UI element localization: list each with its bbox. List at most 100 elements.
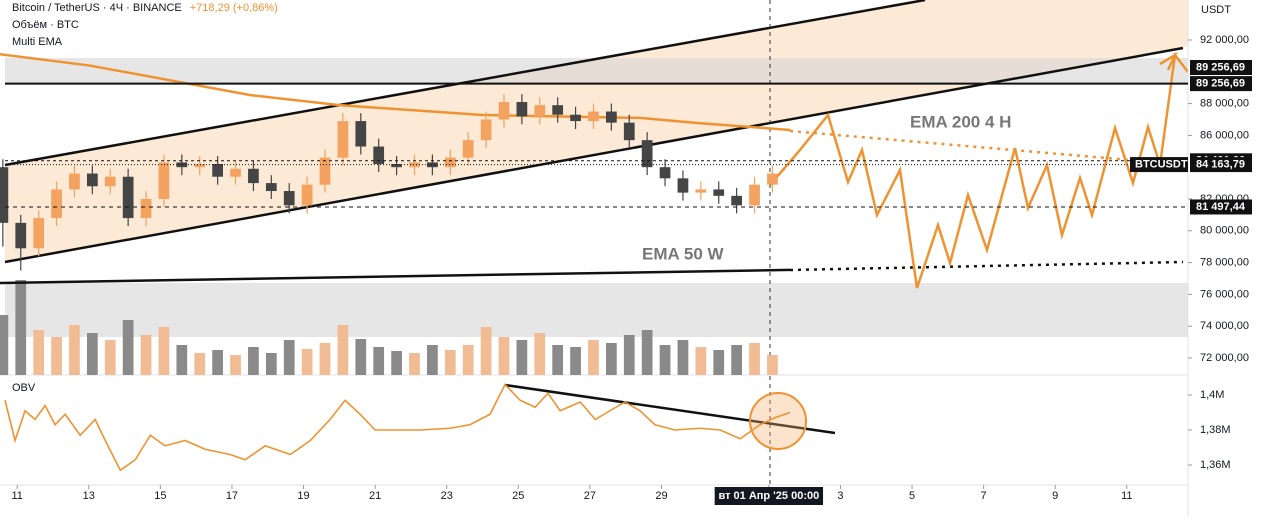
price-change: +718,29 (+0,86%) — [190, 2, 278, 14]
y-tick-label: 74 000,00 — [1200, 320, 1249, 332]
volume-bar — [391, 351, 402, 375]
candle-body — [230, 168, 241, 177]
x-tick-label: 3 — [837, 490, 843, 502]
resistance-zone — [5, 58, 1188, 84]
volume-bar — [534, 333, 546, 375]
volume-bar — [265, 353, 277, 375]
y-tick-label: 88 000,00 — [1200, 97, 1249, 109]
x-cursor-box — [714, 487, 824, 505]
volume-bar — [498, 337, 510, 375]
channel-upper — [4, 0, 926, 167]
x-tick-label: 19 — [297, 490, 309, 502]
ema-label: EMA 50 W — [642, 244, 725, 263]
obv-tick-label: 1,4M — [1200, 389, 1224, 401]
volume-bar — [194, 353, 206, 375]
y-tick-label: 78 000,00 — [1200, 256, 1249, 268]
price-label: 81 497,44 — [1196, 201, 1246, 213]
volume-bar — [337, 325, 349, 375]
volume-bar — [695, 347, 707, 375]
volume-bar — [86, 333, 98, 375]
volume-bar — [677, 340, 689, 375]
ema-line — [0, 53, 791, 132]
y-unit: USDT — [1201, 4, 1231, 16]
volume-bar — [623, 335, 635, 375]
candle-body — [248, 168, 259, 184]
volume-bar — [69, 325, 80, 375]
volume-bar — [122, 320, 134, 375]
y-tick-label: 72 000,00 — [1200, 352, 1249, 364]
volume-bar — [588, 340, 599, 375]
candle-body — [212, 164, 223, 177]
ema-line — [0, 268, 791, 285]
volume-bar — [373, 347, 385, 375]
projection-arrow — [1159, 51, 1178, 71]
volume-bar — [301, 349, 313, 375]
volume-bar — [767, 355, 778, 375]
candle-body — [427, 162, 438, 168]
candle-body — [695, 189, 707, 193]
candle-body — [534, 105, 546, 117]
candle-body — [0, 167, 9, 223]
chart-title: Bitcoin / TetherUS · 4Ч · BINANCE — [12, 2, 182, 14]
volume-bar — [33, 330, 45, 375]
candle-body — [194, 164, 206, 168]
ema200-extension — [789, 129, 1131, 162]
volume-bar — [319, 343, 331, 375]
candle-body — [265, 183, 277, 192]
candle-body — [480, 119, 492, 141]
candle-body — [283, 191, 295, 206]
volume-bar — [659, 345, 671, 375]
candle-body — [588, 111, 599, 122]
volume-bar — [427, 345, 438, 375]
obv-trendline — [504, 383, 836, 435]
candle-body — [659, 167, 671, 179]
candle-body — [319, 157, 331, 185]
volume-bar — [552, 345, 564, 375]
volume-bar — [15, 280, 27, 375]
volume-bar — [140, 335, 152, 375]
candle-body — [623, 122, 635, 141]
obv-line — [4, 383, 791, 472]
volume-bar — [283, 340, 295, 375]
volume-bar — [212, 350, 223, 375]
candle-body — [498, 101, 510, 120]
volume-bar — [176, 345, 188, 375]
ema-label: EMA 200 4 H — [910, 112, 1011, 131]
target-label-box — [1190, 60, 1252, 75]
y-tick-label: 76 000,00 — [1200, 288, 1249, 300]
candle-body — [641, 140, 653, 168]
volume-bar — [355, 339, 367, 375]
x-tick-label: 25 — [512, 490, 524, 502]
volume-title: Объём · BTC — [12, 19, 79, 31]
candle-body — [355, 121, 367, 147]
candle-body — [552, 105, 564, 115]
price-label-box — [1190, 199, 1252, 215]
y-tick-label: 80 000,00 — [1200, 225, 1249, 237]
volume-bar — [713, 350, 725, 375]
ema50-extension — [789, 260, 1184, 272]
candle-body — [86, 173, 98, 187]
obv-tick-label: 1,36M — [1200, 459, 1231, 471]
candle-body — [158, 162, 170, 199]
symbol-box — [1130, 157, 1188, 173]
candle-body — [713, 189, 725, 196]
volume-bar — [516, 340, 528, 375]
volume-bar — [409, 353, 420, 375]
volume-bar — [480, 327, 492, 375]
candle-body — [444, 157, 456, 168]
volume-bar — [444, 350, 456, 375]
x-tick-label: 11 — [11, 490, 22, 502]
x-tick-label: 21 — [369, 490, 381, 502]
target-label: 89 256,69 — [1196, 61, 1245, 73]
candle-body — [15, 222, 27, 249]
candle-body — [677, 178, 689, 193]
candle-body — [69, 173, 80, 190]
candle-body — [749, 184, 760, 206]
candle-body — [104, 176, 116, 187]
volume-bar — [462, 345, 474, 375]
x-tick-label: 17 — [226, 490, 238, 502]
obv-highlight — [749, 392, 807, 450]
volume-bar — [641, 330, 653, 375]
obv-tick-label: 1,38M — [1200, 424, 1231, 436]
